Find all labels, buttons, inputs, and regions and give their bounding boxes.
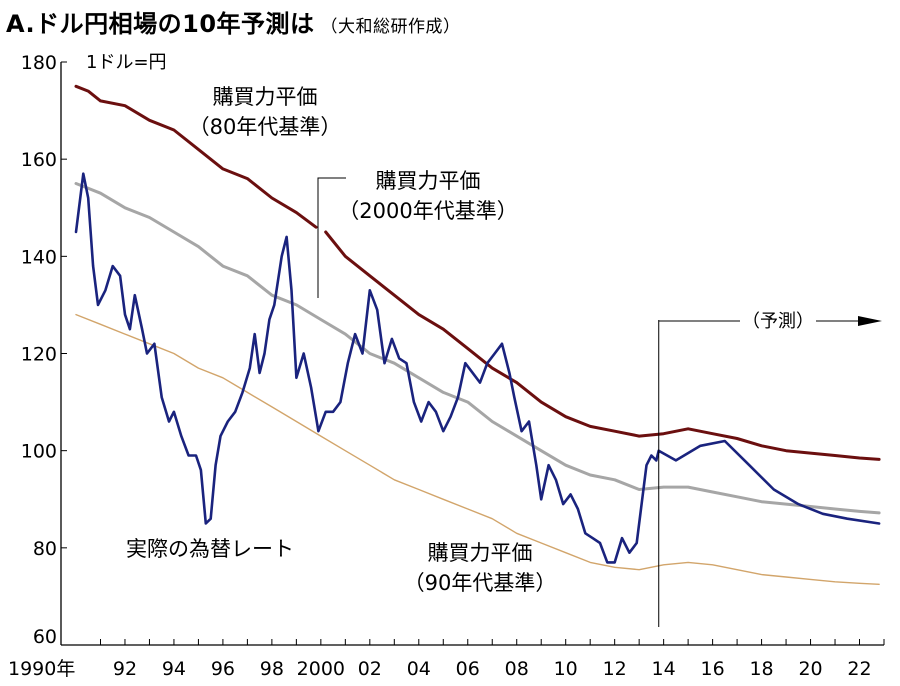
x-tick-label: 2000 <box>297 658 345 680</box>
y-tick-label: 100 <box>21 441 57 463</box>
y-tick-label: 60 <box>33 626 57 648</box>
series-label: 実際の為替レート <box>126 537 294 561</box>
x-tick-label: 98 <box>260 658 284 680</box>
source-note: （大和総研作成） <box>320 17 461 37</box>
axes-layer: 180 160 140 120 100 80 60 1990年 92 94 96 98 2000 02 04… <box>8 52 885 680</box>
x-tick-label: 08 <box>505 658 529 680</box>
unit-label: 1ドル=円 <box>86 52 167 73</box>
forecast-arrow-head <box>858 316 882 326</box>
x-tick-label: 92 <box>113 658 137 680</box>
forecast-label: （予測） <box>742 311 814 332</box>
x-tick-label: 94 <box>162 658 186 680</box>
x-tick-label: 14 <box>652 658 676 680</box>
series-label: 購買力平価 <box>428 541 533 565</box>
x-tick-label: 1990年 <box>8 658 75 680</box>
series-line <box>324 230 881 461</box>
x-tick-label: 18 <box>749 658 773 680</box>
series-line <box>74 182 881 515</box>
x-tick-label: 04 <box>407 658 431 680</box>
x-tick-label: 06 <box>456 658 480 680</box>
series-label: 購買力平価 <box>376 169 481 193</box>
x-tick-label: 12 <box>603 658 627 680</box>
label-leader-line <box>317 177 346 298</box>
title-text: A.ドル円相場の10年予測は <box>6 10 315 38</box>
x-tick-label: 22 <box>847 658 871 680</box>
y-tick-label: 80 <box>33 538 57 560</box>
x-tick-label: 10 <box>554 658 578 680</box>
y-tick-label: 140 <box>21 246 57 268</box>
y-tick-label: 160 <box>21 149 57 171</box>
series-label: （80年代基準） <box>189 115 342 139</box>
series-line <box>74 172 881 564</box>
series-label: （2000年代基準） <box>338 199 517 223</box>
chart-title: A.ドル円相場の10年予測は （大和総研作成） <box>6 4 461 39</box>
series-layer <box>74 84 881 585</box>
x-tick-label: 96 <box>211 658 235 680</box>
x-tick-label: 16 <box>701 658 725 680</box>
y-tick-label: 120 <box>21 344 57 366</box>
series-label: （90年代基準） <box>404 571 557 595</box>
series-line <box>74 84 318 229</box>
series-label: 購買力平価 <box>213 85 318 109</box>
x-tick-label: 02 <box>358 658 382 680</box>
x-tick-label: 20 <box>798 658 822 680</box>
series-line <box>75 313 880 585</box>
forecast-label-bg <box>740 311 816 332</box>
label-layer: 購買力平価 （80年代基準） 購買力平価 （2000年代基準） 購買力平価 （90年代基準… <box>126 85 882 627</box>
y-tick-label: 180 <box>21 52 57 74</box>
